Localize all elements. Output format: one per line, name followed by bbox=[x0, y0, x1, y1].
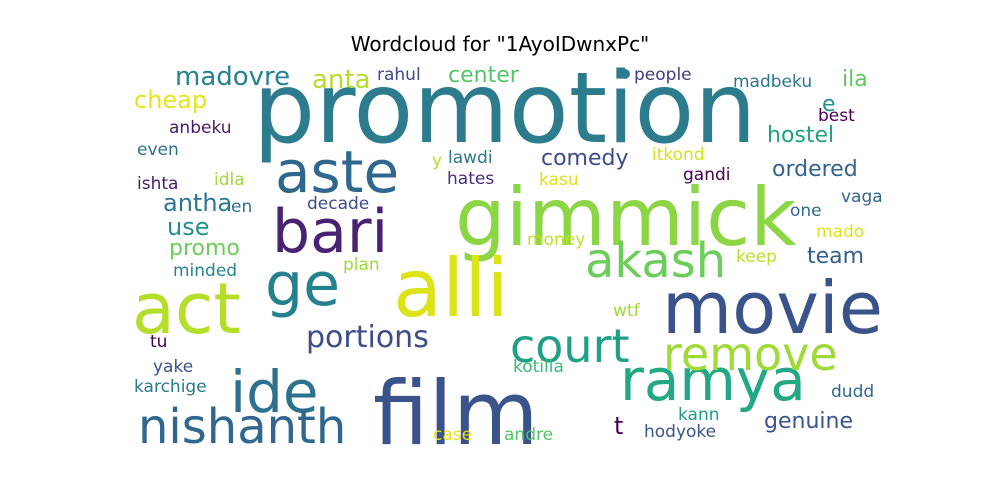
word-film: film bbox=[373, 362, 539, 465]
word-ordered: ordered bbox=[772, 157, 858, 182]
word-even: even bbox=[137, 140, 179, 160]
word-act: act bbox=[132, 268, 241, 350]
word-minded: minded bbox=[173, 261, 237, 281]
word-bari: bari bbox=[272, 197, 388, 267]
word-case: case bbox=[433, 425, 472, 445]
word-gimmick: gimmick bbox=[455, 171, 797, 264]
word-mado: mado bbox=[816, 222, 864, 242]
chart-title: Wordcloud for "1AyoIDwnxPc" bbox=[350, 32, 650, 56]
word-use: use bbox=[167, 213, 209, 241]
word-hodyoke: hodyoke bbox=[644, 422, 716, 442]
word-money: money bbox=[527, 230, 585, 250]
word-vaga: vaga bbox=[841, 187, 883, 207]
word-antha: antha bbox=[163, 189, 232, 217]
word-yake: yake bbox=[153, 357, 193, 377]
word-ramya: ramya bbox=[620, 346, 806, 414]
word-movie: movie bbox=[662, 266, 883, 350]
word-plan: plan bbox=[343, 255, 380, 275]
word-best: best bbox=[818, 106, 855, 126]
word-promotion: promotion bbox=[253, 52, 756, 166]
word-idla: idla bbox=[214, 170, 245, 190]
word-comedy: comedy bbox=[541, 146, 629, 171]
word-aste: aste bbox=[275, 138, 399, 206]
word-court: court bbox=[510, 319, 630, 373]
word-akash: akash bbox=[585, 233, 726, 289]
word-anta: anta bbox=[312, 65, 371, 95]
word-ge: ge bbox=[265, 250, 340, 320]
word-karchige: karchige bbox=[134, 377, 207, 397]
word-team: team bbox=[807, 244, 864, 269]
word-ide: ide bbox=[230, 358, 319, 426]
word-madovre: madovre bbox=[175, 62, 290, 92]
word-ishta: ishta bbox=[137, 174, 178, 194]
word-alli: alli bbox=[393, 242, 509, 335]
word-dudd: dudd bbox=[831, 382, 874, 402]
word-decade: decade bbox=[307, 194, 369, 214]
word-andre: andre bbox=[504, 425, 553, 445]
word-hates: hates bbox=[447, 169, 494, 189]
word-wtf: wtf bbox=[613, 301, 641, 321]
word-itkond: itkond bbox=[652, 145, 705, 165]
word-dot bbox=[620, 69, 630, 79]
word-tu: tu bbox=[150, 332, 167, 352]
word-cheap: cheap bbox=[134, 86, 207, 114]
word-people: people bbox=[634, 65, 692, 85]
word-nishanth: nishanth bbox=[138, 399, 346, 455]
word-e: e bbox=[822, 92, 836, 117]
word-one: one bbox=[790, 201, 822, 221]
word-madbeku: madbeku bbox=[733, 72, 812, 92]
word-kann: kann bbox=[678, 405, 720, 425]
word-center: center bbox=[448, 63, 520, 88]
word-anbeku: anbeku bbox=[169, 118, 232, 138]
word-keep: keep bbox=[736, 247, 777, 267]
word-kasu: kasu bbox=[539, 170, 579, 190]
word-kotilla: kotilla bbox=[513, 357, 564, 377]
word-t: t bbox=[614, 412, 623, 440]
word-hostel: hostel bbox=[767, 123, 834, 148]
word-genuine: genuine bbox=[764, 409, 853, 434]
word-y: y bbox=[432, 151, 442, 171]
word-rahul: rahul bbox=[377, 65, 421, 85]
word-promo: promo bbox=[169, 236, 240, 261]
word-ila: ila bbox=[842, 67, 868, 92]
word-en: en bbox=[231, 197, 252, 217]
word-gandi: gandi bbox=[683, 165, 731, 185]
word-lawdi: lawdi bbox=[448, 148, 493, 168]
word-portions: portions bbox=[306, 320, 429, 355]
word-remove: remove bbox=[663, 327, 838, 381]
